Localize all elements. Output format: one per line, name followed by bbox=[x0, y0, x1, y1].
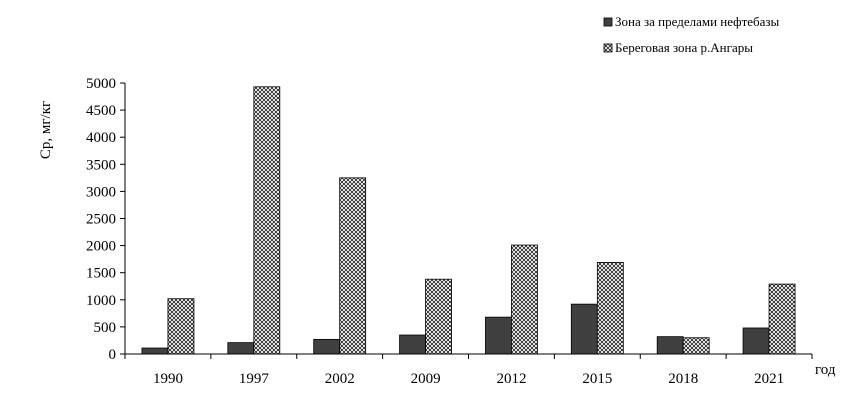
bar-shore-zone-2009 bbox=[425, 278, 452, 355]
bar-outside-zone-2015 bbox=[570, 303, 598, 355]
x-tick-label: 1990 bbox=[153, 371, 183, 387]
y-tick-label: 4000 bbox=[86, 130, 116, 146]
bar-outside-zone-2018 bbox=[656, 336, 684, 355]
y-axis-ticks: 0 500 1000 1500 2000 2500 3000 3500 4000 4500 5000 bbox=[86, 76, 125, 363]
y-tick-label: 5000 bbox=[86, 76, 116, 92]
y-tick-label: 500 bbox=[94, 320, 117, 336]
y-tick-label: 1000 bbox=[86, 293, 116, 309]
bar-outside-zone-2012 bbox=[485, 316, 512, 355]
x-tick-label: 2009 bbox=[411, 371, 441, 387]
bar-outside-zone-2009 bbox=[399, 334, 426, 355]
legend-swatch bbox=[603, 43, 613, 53]
x-tick-label: 2018 bbox=[668, 371, 698, 387]
bar-outside-zone-1997 bbox=[227, 342, 255, 355]
bar-shore-zone-2002 bbox=[339, 177, 367, 355]
y-tick-label: 3500 bbox=[86, 157, 116, 173]
y-tick-label: 1500 bbox=[86, 266, 116, 282]
x-tick-label: 2021 bbox=[754, 371, 784, 387]
x-tick-label: 2012 bbox=[496, 371, 526, 387]
bar-shore-zone-2015 bbox=[596, 262, 624, 355]
bar-outside-zone-2002 bbox=[313, 338, 341, 355]
legend: Зона за пределами нефтебазы Береговая зон… bbox=[603, 14, 780, 55]
legend-label: Зона за пределами нефтебазы bbox=[615, 14, 780, 29]
y-axis-title: Ср, мг/кг bbox=[38, 101, 54, 159]
y-tick-label: 2500 bbox=[86, 212, 116, 228]
y-tick-label: 2000 bbox=[86, 239, 116, 255]
x-tick-label: 2015 bbox=[582, 371, 612, 387]
bar-shore-zone-1997 bbox=[253, 86, 281, 355]
y-tick-label: 0 bbox=[109, 347, 117, 363]
x-axis-ticks: 1990 1997 2002 2009 2012 2015 2018 2021 bbox=[124, 354, 813, 387]
x-tick-label: 1997 bbox=[239, 371, 270, 387]
x-axis-title: год bbox=[815, 362, 836, 378]
bar-outside-zone-1990 bbox=[141, 347, 169, 355]
y-tick-label: 4500 bbox=[86, 103, 116, 119]
bar-shore-zone-1990 bbox=[167, 298, 195, 355]
legend-label: Береговая зона р.Ангары bbox=[615, 40, 753, 55]
bar-outside-zone-2021 bbox=[742, 327, 770, 355]
bar-shore-zone-2012 bbox=[511, 244, 538, 355]
bar-shore-zone-2021 bbox=[768, 283, 796, 355]
bar-shore-zone-2018 bbox=[682, 337, 710, 355]
x-tick-label: 2002 bbox=[325, 371, 355, 387]
bars bbox=[141, 86, 796, 355]
legend-swatch bbox=[603, 17, 613, 27]
y-tick-label: 3000 bbox=[86, 184, 116, 200]
